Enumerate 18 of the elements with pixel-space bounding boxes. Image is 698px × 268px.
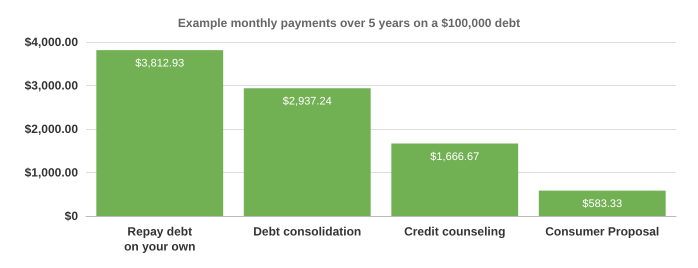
x-tick-label: Consumer Proposal xyxy=(545,224,660,238)
bar xyxy=(391,144,518,216)
y-tick-label: $2,000.00 xyxy=(24,122,78,136)
x-tick-label: Debt consolidation xyxy=(253,224,362,238)
data-label: $583.33 xyxy=(582,198,622,210)
data-label: $2,937.24 xyxy=(282,96,332,108)
x-tick-label: Credit counseling xyxy=(404,224,506,238)
x-tick-label: Repay debt on your own xyxy=(124,224,196,254)
data-label: $3,812.93 xyxy=(135,58,184,70)
bar xyxy=(244,88,371,216)
y-tick-label: $3,000.00 xyxy=(24,78,78,92)
y-tick-label: $0 xyxy=(64,209,78,223)
chart-title: Example monthly payments over 5 years on a $100,000 debt xyxy=(178,16,520,30)
bar xyxy=(96,50,224,216)
data-label: $1,666.67 xyxy=(430,151,480,163)
bar xyxy=(538,190,666,216)
y-tick-label: $4,000.00 xyxy=(24,35,78,49)
y-tick-label: $1,000.00 xyxy=(24,166,78,180)
